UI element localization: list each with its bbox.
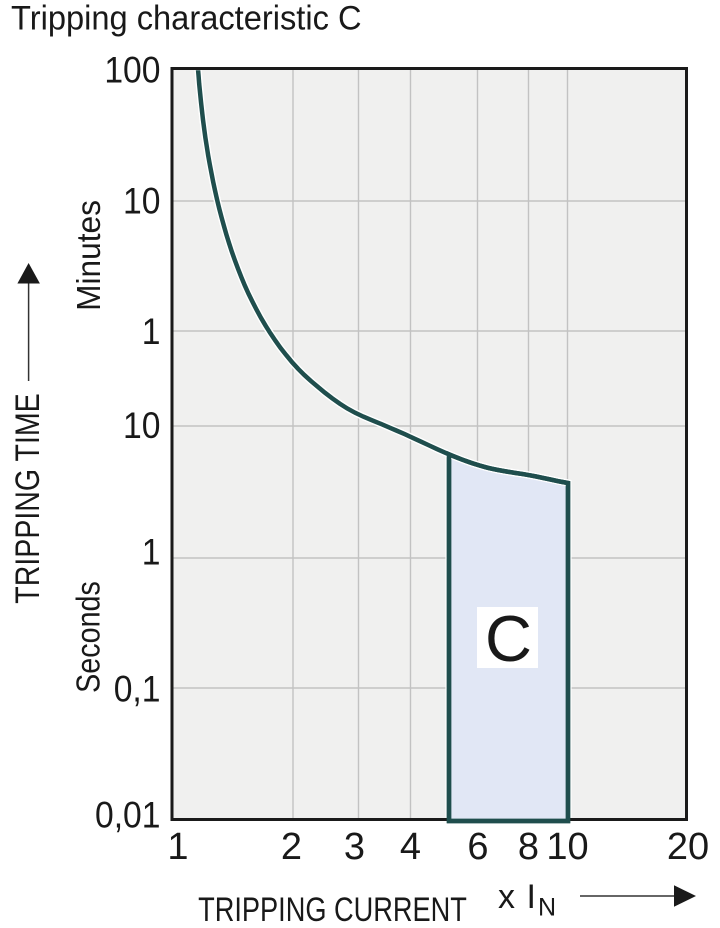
svg-text:10: 10 — [123, 406, 160, 447]
svg-text:TRIPPING CURRENT: TRIPPING CURRENT — [198, 890, 467, 928]
svg-text:Tripping characteristic C: Tripping characteristic C — [11, 0, 362, 37]
svg-text:2: 2 — [281, 826, 302, 868]
svg-text:8: 8 — [518, 826, 539, 868]
svg-text:N: N — [538, 894, 556, 922]
svg-text:Seconds: Seconds — [70, 581, 107, 693]
svg-text:1: 1 — [142, 312, 161, 353]
svg-text:0,1: 0,1 — [114, 669, 161, 710]
svg-text:I: I — [527, 878, 536, 916]
svg-text:20: 20 — [667, 826, 709, 868]
svg-text:6: 6 — [467, 826, 488, 868]
svg-text:10: 10 — [123, 181, 160, 222]
svg-text:x: x — [498, 878, 515, 916]
svg-text:Minutes: Minutes — [70, 200, 107, 311]
svg-text:4: 4 — [400, 826, 421, 868]
svg-text:3: 3 — [344, 826, 365, 868]
svg-text:10: 10 — [546, 826, 588, 868]
svg-text:100: 100 — [104, 50, 160, 91]
svg-text:1: 1 — [142, 532, 161, 573]
svg-text:TRIPPING TIME: TRIPPING TIME — [9, 393, 47, 603]
svg-text:0,01: 0,01 — [95, 795, 161, 836]
svg-text:C: C — [485, 602, 532, 675]
svg-text:1: 1 — [167, 826, 188, 868]
